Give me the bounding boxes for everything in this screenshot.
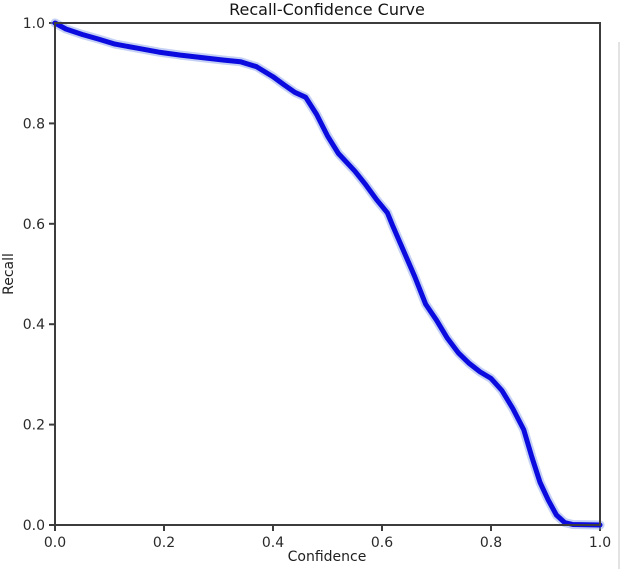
plot-frame (54, 22, 601, 526)
y-tick-label: 1.0 (23, 16, 45, 32)
recall-confidence-curve (52, 20, 603, 528)
x-axis-label: Confidence (288, 549, 367, 565)
y-tick-label: 0.0 (23, 518, 45, 534)
x-tick-label: 0.8 (480, 535, 502, 551)
y-axis-label: Recall (1, 253, 17, 295)
y-tick-label: 0.2 (23, 418, 45, 434)
x-tick-label: 0.0 (44, 535, 66, 551)
x-tick-label: 0.4 (262, 535, 284, 551)
axis-tick-labels: 0.0 0.2 0.4 0.6 0.8 1.0 0.0 0.2 0.4 0.6 0.8 1.0 (23, 16, 611, 551)
y-tick-label: 0.4 (23, 317, 45, 333)
x-tick-label: 0.2 (153, 535, 175, 551)
plot-area (55, 23, 600, 525)
chart-title: Recall-Confidence Curve (229, 0, 425, 19)
y-tick-label: 0.8 (23, 116, 45, 132)
x-tick-label: 1.0 (589, 535, 611, 551)
y-tick-label: 0.6 (23, 217, 45, 233)
x-tick-label: 0.6 (371, 535, 393, 551)
